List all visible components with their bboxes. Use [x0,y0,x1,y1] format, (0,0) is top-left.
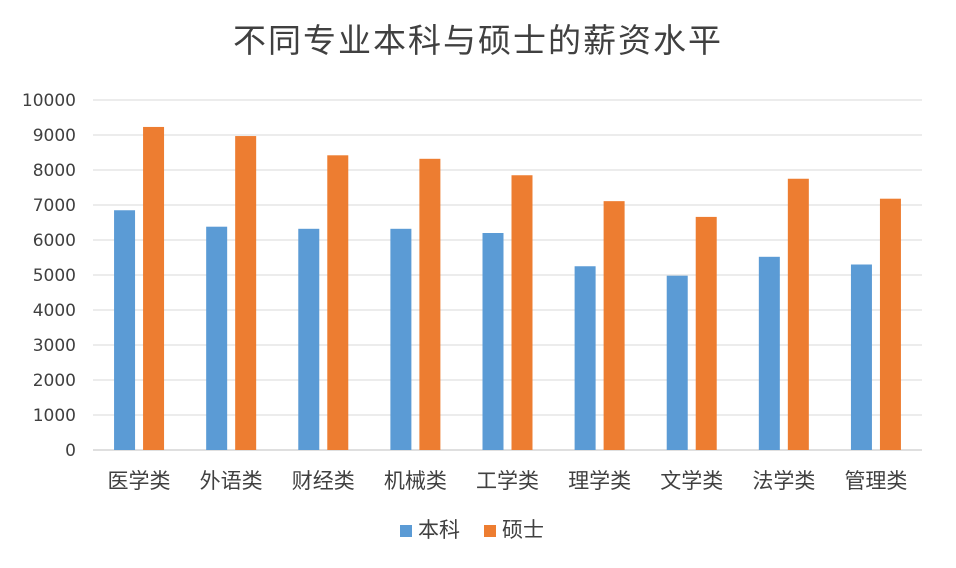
x-category-label: 外语类 [200,469,263,493]
bar-shuoshi [511,175,533,450]
bar-benke [390,228,412,450]
bar-benke [298,228,320,450]
bar-shuoshi [787,178,809,450]
bar-benke [758,256,780,450]
y-tick-label: 1000 [33,406,76,426]
x-category-label: 法学类 [752,469,815,493]
x-category-label: 理学类 [568,469,631,493]
y-tick-label: 2000 [33,371,76,391]
x-category-label: 机械类 [384,469,447,493]
y-tick-label: 0 [65,441,76,461]
bar-benke [114,210,136,450]
y-tick-label: 6000 [33,231,76,251]
bar-shuoshi [695,216,717,450]
y-tick-label: 4000 [33,301,76,321]
y-tick-label: 3000 [33,336,76,356]
y-tick-label: 10000 [22,91,76,111]
legend-swatch [484,525,496,537]
x-category-label: 文学类 [660,469,723,493]
y-tick-label: 7000 [33,196,76,216]
y-tick-label: 5000 [33,266,76,286]
bar-benke [850,264,872,450]
bar-benke [666,275,688,450]
x-category-label: 财经类 [292,469,355,493]
bar-shuoshi [603,201,625,450]
bar-benke [574,266,596,450]
legend-swatch [400,525,412,537]
chart-title: 不同专业本科与硕士的薪资水平 [233,21,723,60]
x-category-label: 工学类 [476,469,539,493]
bar-shuoshi [419,158,441,451]
legend-label: 本科 [418,518,460,542]
bar-shuoshi [327,155,349,451]
bar-benke [482,233,504,450]
y-tick-label: 9000 [33,126,76,146]
bar-shuoshi [879,198,901,450]
bar-shuoshi [143,126,165,450]
bar-benke [206,226,228,450]
legend-label: 硕士 [502,518,544,542]
x-category-label: 医学类 [108,469,171,493]
x-category-label: 管理类 [844,469,907,493]
bar-shuoshi [235,136,257,451]
y-tick-label: 8000 [33,161,76,181]
